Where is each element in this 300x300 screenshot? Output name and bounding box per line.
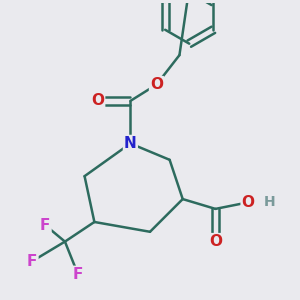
Text: O: O [242, 195, 255, 210]
Text: N: N [124, 136, 137, 151]
Text: F: F [40, 218, 50, 233]
Text: O: O [209, 234, 222, 249]
Text: O: O [91, 93, 104, 108]
Text: H: H [264, 195, 275, 209]
Text: F: F [27, 254, 38, 269]
Text: O: O [150, 77, 163, 92]
Text: F: F [73, 267, 83, 282]
